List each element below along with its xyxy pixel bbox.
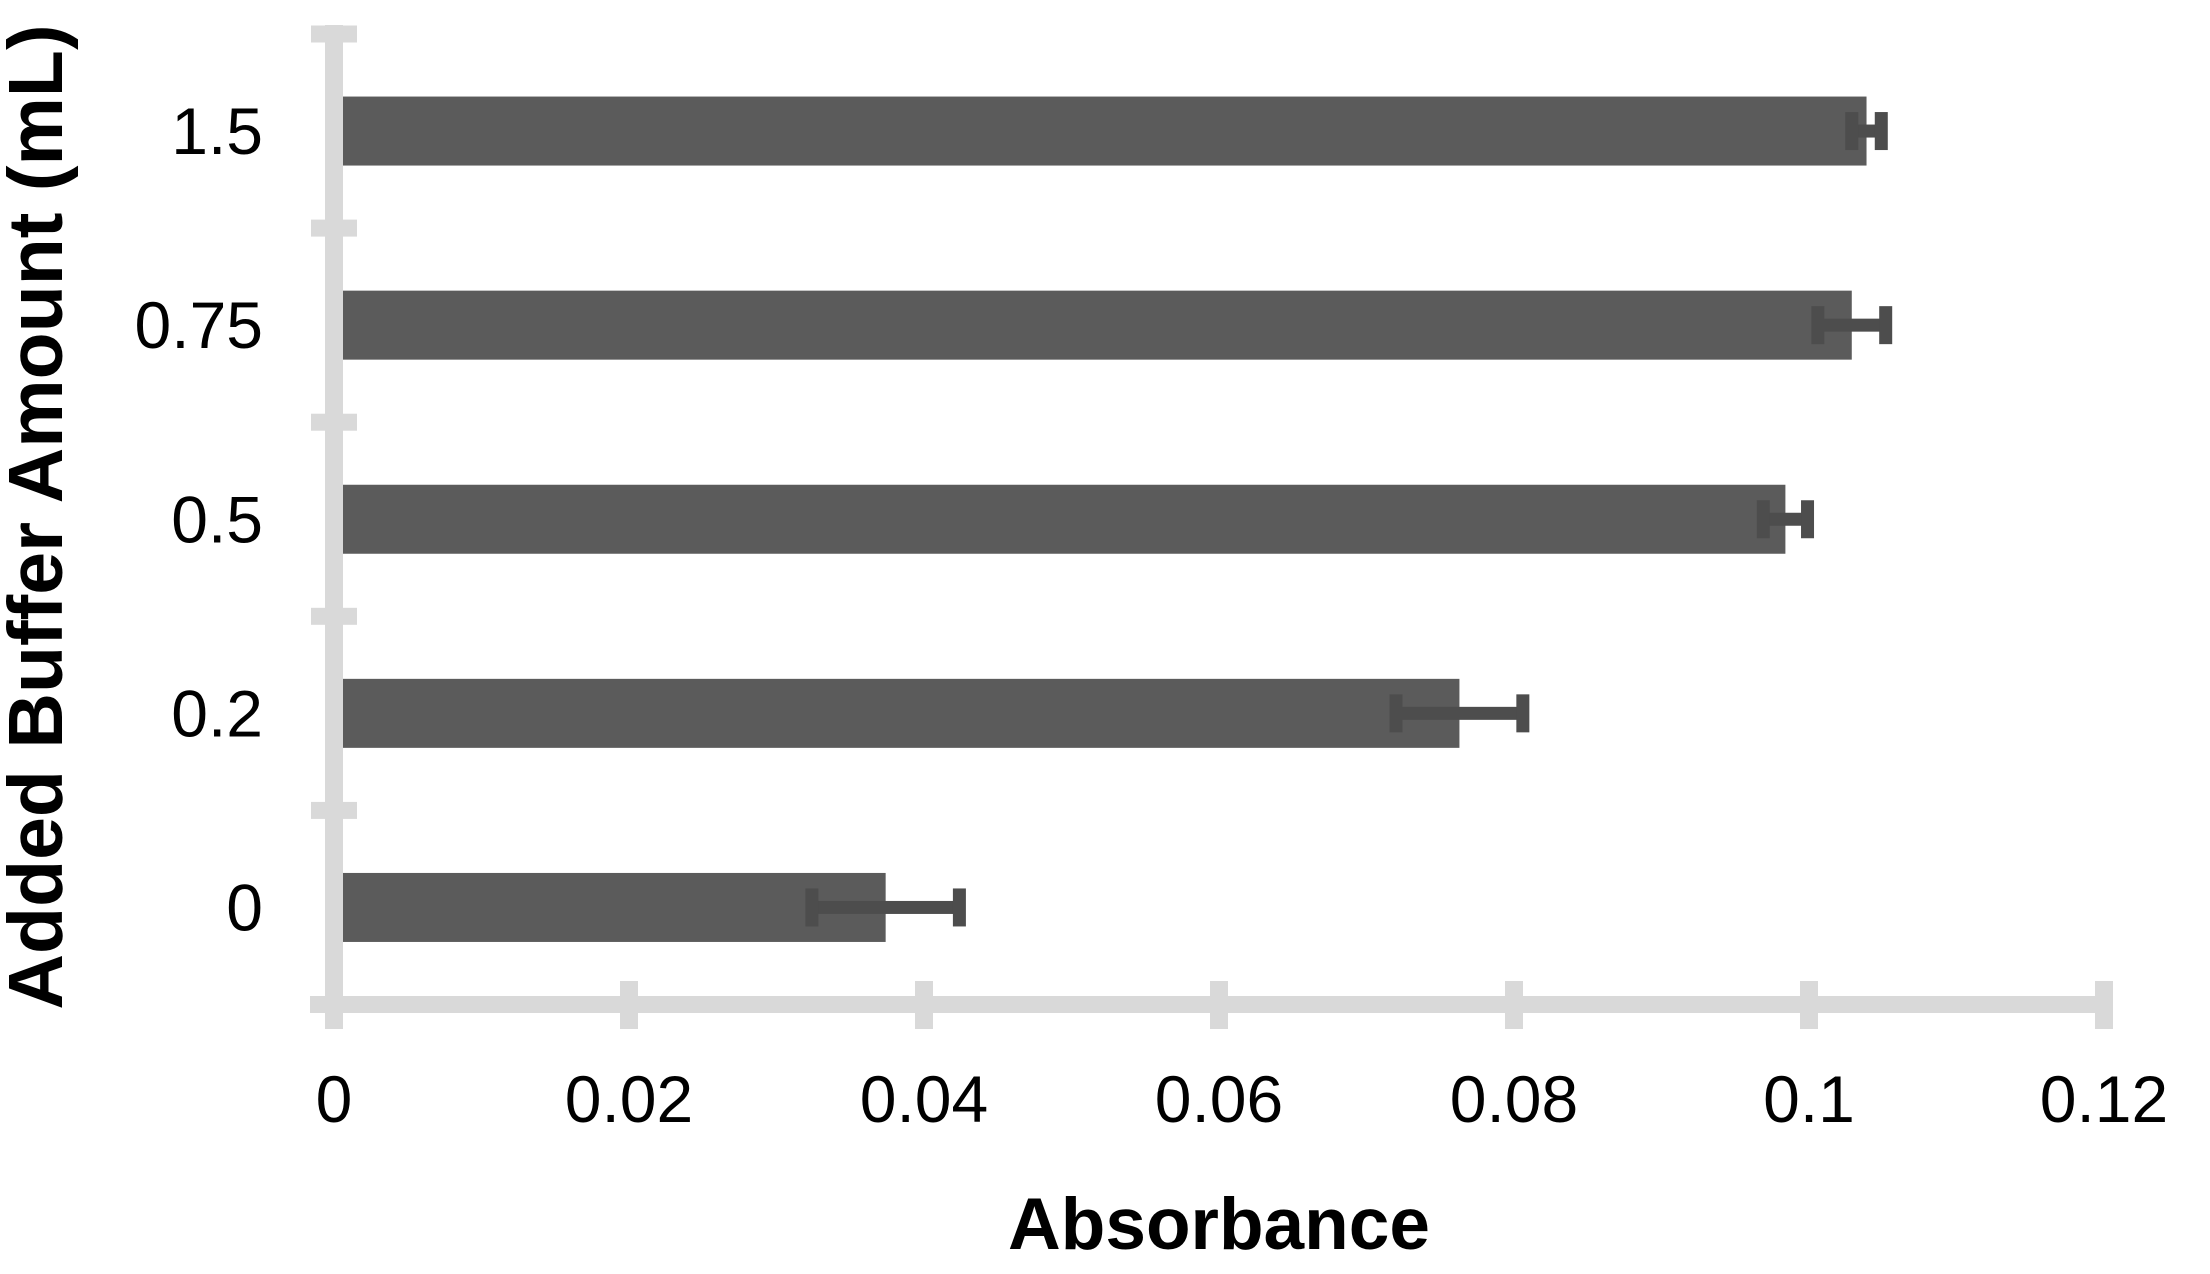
error-bar-cap-low bbox=[1845, 112, 1859, 151]
x-tick-label: 0.02 bbox=[565, 1062, 693, 1136]
error-bar-line bbox=[811, 900, 960, 914]
bar bbox=[343, 872, 886, 942]
error-bar-cap-low bbox=[1389, 694, 1403, 733]
error-bar-cap-low bbox=[1756, 500, 1770, 539]
error-bar-cap-low bbox=[805, 888, 819, 927]
error-bar-cap-high bbox=[1516, 694, 1530, 733]
x-axis-tick bbox=[1800, 981, 1818, 1029]
axes-layer bbox=[310, 25, 2113, 1029]
y-axis-tick bbox=[311, 413, 357, 431]
x-tick-label: 0.1 bbox=[1763, 1062, 1855, 1136]
category-label: 1.5 bbox=[171, 94, 263, 168]
x-axis-tick bbox=[915, 981, 933, 1029]
x-tick-label: 0.06 bbox=[1155, 1062, 1283, 1136]
category-label: 0.75 bbox=[135, 288, 263, 362]
x-tick-label: 0.08 bbox=[1450, 1062, 1578, 1136]
bar bbox=[343, 96, 1867, 166]
x-tick-label: 0.04 bbox=[860, 1062, 988, 1136]
labels-layer: 1.5 0.75 0.5 0.2 0 0 0.02 0.04 0.06 0.08 0.1 0.12 bbox=[135, 94, 2169, 1136]
y-axis-tick bbox=[311, 25, 357, 43]
error-bars-layer bbox=[805, 112, 1893, 927]
bar bbox=[343, 678, 1460, 748]
x-tick-label: 0 bbox=[316, 1062, 353, 1136]
category-label: 0.2 bbox=[171, 676, 263, 750]
error-bar-line bbox=[1763, 512, 1808, 526]
error-bar-line bbox=[1851, 124, 1882, 138]
y-axis-tick bbox=[311, 607, 357, 625]
category-label: 0.5 bbox=[171, 482, 263, 556]
error-bar-cap-high bbox=[1801, 500, 1815, 539]
y-axis-line bbox=[325, 25, 343, 1029]
error-bar-cap-high bbox=[952, 888, 966, 927]
x-axis-tick bbox=[1505, 981, 1523, 1029]
y-axis-tick bbox=[311, 801, 357, 819]
error-bar-cap-high bbox=[1879, 306, 1893, 345]
x-tick-label: 0.12 bbox=[2040, 1062, 2168, 1136]
y-axis-tick bbox=[311, 219, 357, 237]
bar bbox=[343, 290, 1852, 360]
x-axis-tick bbox=[1210, 981, 1228, 1029]
bar bbox=[343, 484, 1786, 554]
y-axis-title: Added Buffer Amount (mL) bbox=[0, 24, 79, 1009]
error-bar-line bbox=[1817, 318, 1886, 332]
x-axis-tick bbox=[2095, 981, 2113, 1029]
x-axis-title: Absorbance bbox=[1008, 1184, 1430, 1265]
error-bar-cap-high bbox=[1874, 112, 1888, 151]
error-bar-cap-low bbox=[1811, 306, 1825, 345]
category-label: 0 bbox=[226, 870, 263, 944]
x-axis-tick bbox=[620, 981, 638, 1029]
error-bar-line bbox=[1396, 706, 1523, 720]
bars-layer bbox=[343, 96, 1867, 942]
